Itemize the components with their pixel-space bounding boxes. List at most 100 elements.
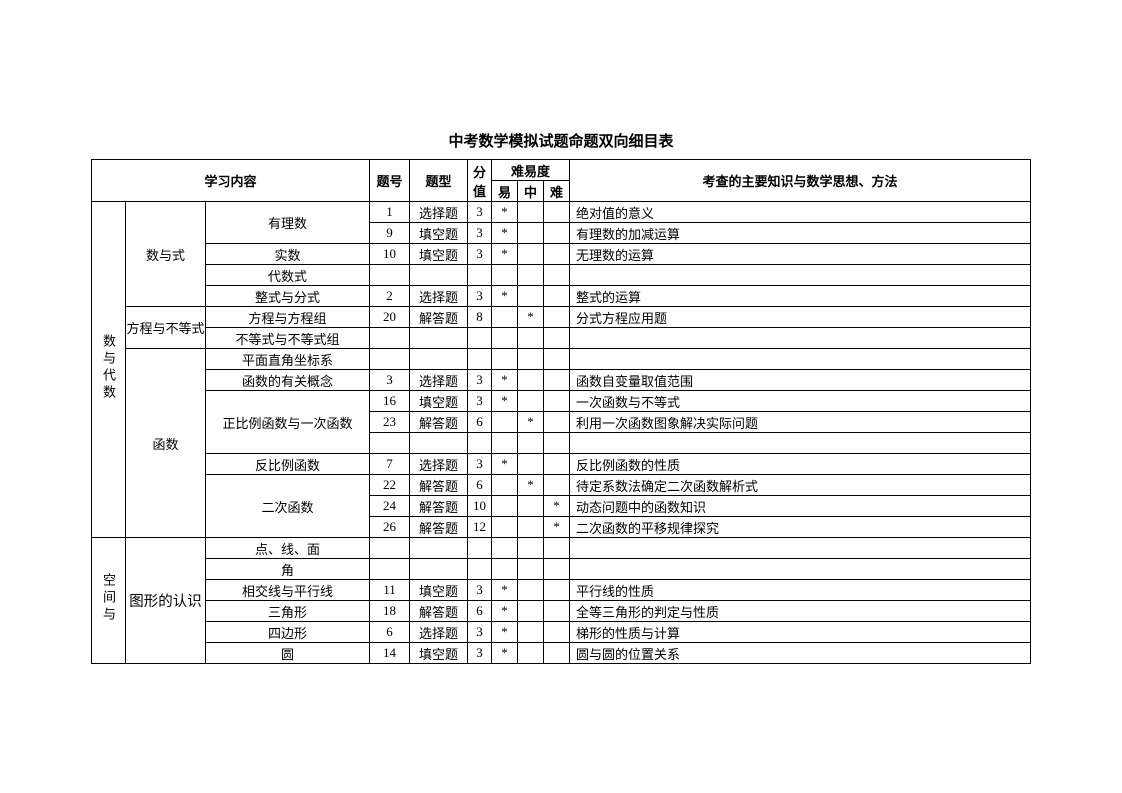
cell-mid: * <box>518 307 544 328</box>
cell-qtype <box>410 433 468 454</box>
l2-num-expr: 数与式 <box>126 202 206 307</box>
h-hard: 难 <box>544 181 570 202</box>
cell-mid <box>518 538 544 559</box>
cell-easy: * <box>492 244 518 265</box>
cell-desc: 分式方程应用题 <box>570 307 1031 328</box>
cell-qnum: 1 <box>370 202 410 223</box>
l3-angle: 角 <box>206 559 370 580</box>
cell-mid <box>518 580 544 601</box>
cell-hard <box>544 307 570 328</box>
table-row: 二次函数 22 解答题 6 * 待定系数法确定二次函数解析式 <box>92 475 1031 496</box>
cell-hard <box>544 475 570 496</box>
cell-score: 8 <box>468 307 492 328</box>
cell-easy <box>492 475 518 496</box>
cell-hard: * <box>544 517 570 538</box>
table-row: 相交线与平行线 11 填空题 3 * 平行线的性质 <box>92 580 1031 601</box>
cell-qtype <box>410 349 468 370</box>
cell-desc: 圆与圆的位置关系 <box>570 643 1031 664</box>
cell-qtype: 解答题 <box>410 601 468 622</box>
cell-desc: 一次函数与不等式 <box>570 391 1031 412</box>
cell-easy: * <box>492 643 518 664</box>
cell-hard <box>544 454 570 475</box>
cell-qtype: 选择题 <box>410 286 468 307</box>
cell-easy <box>492 412 518 433</box>
cell-score <box>468 265 492 286</box>
cell-mid <box>518 643 544 664</box>
cell-easy: * <box>492 454 518 475</box>
header-row-1: 学习内容 题号 题型 分值 难易度 考查的主要知识与数学思想、方法 <box>92 160 1031 181</box>
cell-hard <box>544 244 570 265</box>
cell-desc <box>570 538 1031 559</box>
cell-mid <box>518 244 544 265</box>
cell-easy <box>492 559 518 580</box>
cell-desc <box>570 328 1031 349</box>
cell-mid <box>518 328 544 349</box>
l3-prop-linear: 正比例函数与一次函数 <box>206 391 370 454</box>
cell-mid <box>518 391 544 412</box>
cell-qnum: 22 <box>370 475 410 496</box>
cell-desc: 全等三角形的判定与性质 <box>570 601 1031 622</box>
cell-hard <box>544 622 570 643</box>
cell-easy: * <box>492 223 518 244</box>
cell-desc: 绝对值的意义 <box>570 202 1031 223</box>
cell-qnum <box>370 559 410 580</box>
l3-coord: 平面直角坐标系 <box>206 349 370 370</box>
l3-parallel: 相交线与平行线 <box>206 580 370 601</box>
cell-qnum: 11 <box>370 580 410 601</box>
cell-qnum: 9 <box>370 223 410 244</box>
cell-score: 3 <box>468 391 492 412</box>
cell-hard <box>544 328 570 349</box>
l3-circle: 圆 <box>206 643 370 664</box>
l3-algexpr: 代数式 <box>206 265 370 286</box>
cell-qtype: 选择题 <box>410 454 468 475</box>
cell-score: 3 <box>468 580 492 601</box>
cell-desc: 有理数的加减运算 <box>570 223 1031 244</box>
cell-desc: 平行线的性质 <box>570 580 1031 601</box>
cell-qtype: 填空题 <box>410 580 468 601</box>
h-mid: 中 <box>518 181 544 202</box>
cell-qnum: 20 <box>370 307 410 328</box>
cell-score <box>468 559 492 580</box>
table-row: 空间与 图形的认识 点、线、面 <box>92 538 1031 559</box>
cell-hard <box>544 412 570 433</box>
cell-score: 10 <box>468 496 492 517</box>
table-row: 角 <box>92 559 1031 580</box>
cell-desc: 无理数的运算 <box>570 244 1031 265</box>
cell-desc: 函数自变量取值范围 <box>570 370 1031 391</box>
cell-qnum: 14 <box>370 643 410 664</box>
cell-mid <box>518 202 544 223</box>
page-container: 中考数学模拟试题命题双向细目表 学习内容 题号 题型 分值 难易度 考查的主要知… <box>91 130 1031 664</box>
cell-hard <box>544 286 570 307</box>
cell-desc <box>570 433 1031 454</box>
h-knowledge: 考查的主要知识与数学思想、方法 <box>570 160 1031 202</box>
cell-hard: * <box>544 496 570 517</box>
cell-desc <box>570 559 1031 580</box>
cell-score: 6 <box>468 475 492 496</box>
page-title: 中考数学模拟试题命题双向细目表 <box>91 130 1031 151</box>
cell-hard <box>544 370 570 391</box>
cell-qtype: 解答题 <box>410 307 468 328</box>
cell-qnum: 7 <box>370 454 410 475</box>
h-difficulty: 难易度 <box>492 160 570 181</box>
l3-eq-sys: 方程与方程组 <box>206 307 370 328</box>
table-row: 三角形 18 解答题 6 * 全等三角形的判定与性质 <box>92 601 1031 622</box>
l3-inverse: 反比例函数 <box>206 454 370 475</box>
cell-qtype <box>410 328 468 349</box>
cell-desc: 利用一次函数图象解决实际问题 <box>570 412 1031 433</box>
h-easy: 易 <box>492 181 518 202</box>
cell-score: 3 <box>468 370 492 391</box>
cell-qtype: 解答题 <box>410 496 468 517</box>
cell-mid <box>518 454 544 475</box>
table-row: 函数 平面直角坐标系 <box>92 349 1031 370</box>
cell-hard <box>544 265 570 286</box>
cell-easy <box>492 433 518 454</box>
cell-hard <box>544 643 570 664</box>
cell-qtype: 解答题 <box>410 475 468 496</box>
cell-qtype <box>410 265 468 286</box>
l3-quad: 四边形 <box>206 622 370 643</box>
table-row: 函数的有关概念 3 选择题 3 * 函数自变量取值范围 <box>92 370 1031 391</box>
cell-qtype <box>410 559 468 580</box>
cell-qnum: 24 <box>370 496 410 517</box>
cell-score: 6 <box>468 412 492 433</box>
cell-mid <box>518 265 544 286</box>
